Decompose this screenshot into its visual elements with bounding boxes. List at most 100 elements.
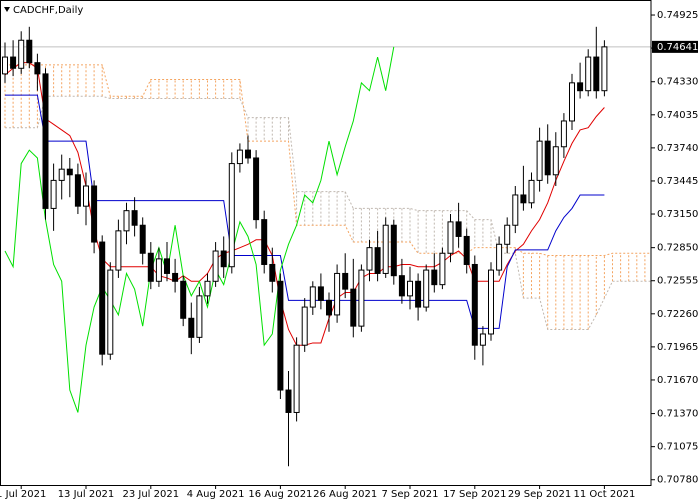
candle-body <box>10 56 17 69</box>
candle-body <box>172 272 179 282</box>
candle-body <box>212 250 219 282</box>
candle-body <box>520 194 527 204</box>
candle-body <box>188 317 195 338</box>
candle-body <box>350 288 357 327</box>
candle-body <box>488 269 494 335</box>
candle-body <box>496 243 503 271</box>
x-tick-label: 1 Jul 2021 <box>0 489 46 500</box>
candle-body <box>277 280 284 391</box>
y-tick-label: 0.74925 <box>657 10 698 21</box>
candle-body <box>455 221 462 237</box>
candle-body <box>285 389 292 413</box>
candle-body <box>398 275 405 297</box>
candle-body <box>301 306 308 346</box>
candle-body <box>115 230 122 271</box>
candle-body <box>18 39 25 69</box>
candle-body <box>180 280 187 319</box>
candle-body <box>236 149 243 165</box>
candle-body <box>309 286 316 308</box>
candle-body <box>374 247 381 274</box>
candle-body <box>155 258 162 282</box>
candle-body <box>261 219 268 265</box>
price-label-box <box>652 40 698 53</box>
y-tick-label: 0.74330 <box>657 77 698 88</box>
candle-body <box>147 252 154 282</box>
candle-body <box>50 179 57 209</box>
candle-body <box>66 168 73 176</box>
candle-body <box>196 295 203 338</box>
candle-body <box>415 280 422 308</box>
plot-area <box>0 26 651 467</box>
y-tick-label: 0.72260 <box>657 309 698 320</box>
candle-body <box>504 224 511 245</box>
candle-body <box>439 252 446 286</box>
candle-body <box>431 269 438 286</box>
candle-body <box>107 269 114 355</box>
x-tick-label: 23 Jul 2021 <box>122 489 179 500</box>
lagging-line <box>4 46 395 413</box>
y-tick-label: 0.70780 <box>657 475 698 486</box>
candle-body <box>585 56 592 92</box>
candle-body <box>528 179 535 204</box>
candle-body <box>512 194 519 226</box>
candle-body <box>552 146 559 176</box>
candle-body <box>2 56 8 75</box>
candle-body <box>423 269 430 308</box>
candle-body <box>83 185 89 207</box>
candle-body <box>220 250 227 268</box>
y-tick-label: 0.73150 <box>657 209 698 220</box>
candle-body <box>58 168 65 181</box>
candle-body <box>601 46 608 92</box>
candle-body <box>342 272 349 290</box>
candle-body <box>42 73 49 209</box>
candle-body <box>245 149 251 159</box>
candle-body <box>593 56 600 92</box>
candle-body <box>560 120 567 148</box>
menu-triangle[interactable] <box>4 7 10 12</box>
candle-body <box>91 185 98 243</box>
candle-body <box>317 286 324 301</box>
candle-body <box>471 263 478 346</box>
y-tick-label: 0.74035 <box>657 110 698 121</box>
y-tick-label: 0.71370 <box>657 409 698 420</box>
x-tick-label: 16 Aug 2021 <box>248 489 312 500</box>
y-tick-label: 0.71075 <box>657 442 698 453</box>
x-tick-label: 29 Sep 2021 <box>508 489 571 500</box>
candle-body <box>366 247 373 271</box>
candle-body <box>26 39 33 64</box>
candle-body <box>334 272 341 316</box>
y-tick-label: 0.72555 <box>657 276 698 287</box>
candle-body <box>536 140 543 181</box>
candle-body <box>577 82 584 92</box>
candle-body <box>407 280 413 297</box>
x-tick-label: 17 Sep 2021 <box>443 489 506 500</box>
candle-body <box>544 140 551 176</box>
y-tick-label: 0.71965 <box>657 342 698 353</box>
x-tick-label: 4 Aug 2021 <box>187 489 245 500</box>
candle-body <box>358 269 365 327</box>
x-tick-label: 26 Aug 2021 <box>313 489 377 500</box>
y-tick-label: 0.72850 <box>657 243 698 254</box>
cloud-edge <box>5 95 651 330</box>
candle-body <box>390 224 397 277</box>
y-tick-label: 0.73740 <box>657 143 698 154</box>
candle-body <box>253 157 260 221</box>
price-label: 0.74641 <box>657 42 698 53</box>
candle-body <box>326 299 332 316</box>
plot-frame <box>0 0 652 486</box>
x-tick-label: 7 Sep 2021 <box>381 489 438 500</box>
candle-body <box>463 235 470 265</box>
candle-body <box>447 221 454 254</box>
x-tick-label: 11 Oct 2021 <box>573 489 635 500</box>
candle-body <box>228 163 235 268</box>
cloud-edge <box>5 64 651 257</box>
y-tick-label: 0.73445 <box>657 176 698 187</box>
x-tick-label: 13 Jul 2021 <box>58 489 115 500</box>
candle-body <box>293 344 300 413</box>
candle-body <box>164 258 170 274</box>
candle-body <box>99 241 106 355</box>
candle-body <box>139 224 146 254</box>
candle-body <box>204 280 211 297</box>
candle-body <box>382 224 389 274</box>
